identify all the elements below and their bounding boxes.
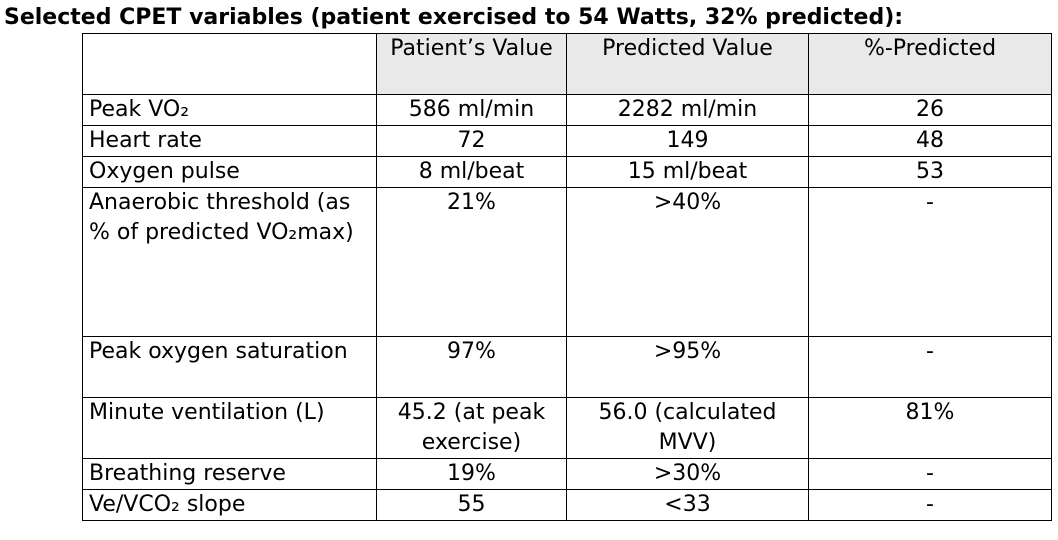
cell-patient: 586 ml/min [376,94,567,126]
cell-percent: - [808,187,1052,337]
table-row: Breathing reserve 19% >30% - [82,458,1052,490]
cell-predicted: 149 [566,125,809,157]
cell-patient: 19% [376,458,567,490]
row-label-minute-ventilation: Minute ventilation (L) [82,397,377,459]
cell-predicted: >40% [566,187,809,337]
row-label-oxygen-pulse: Oxygen pulse [82,156,377,188]
cell-patient: 8 ml/beat [376,156,567,188]
row-label-breathing-reserve: Breathing reserve [82,458,377,490]
cell-predicted: 56.0 (calculated MVV) [566,397,809,459]
table-row: Heart rate 72 149 48 [82,125,1052,157]
header-blank [82,33,377,95]
cell-patient: 97% [376,336,567,398]
cell-patient: 45.2 (at peak exercise) [376,397,567,459]
cell-predicted: >30% [566,458,809,490]
cell-patient: 21% [376,187,567,337]
row-label-peak-vo2: Peak VO₂ [82,94,377,126]
cell-percent: - [808,458,1052,490]
cell-patient: 55 [376,489,567,521]
table-row: Oxygen pulse 8 ml/beat 15 ml/beat 53 [82,156,1052,188]
table-row: Minute ventilation (L) 45.2 (at peak exe… [82,397,1052,459]
cell-patient: 72 [376,125,567,157]
row-label-heart-rate: Heart rate [82,125,377,157]
table-row: Peak oxygen saturation 97% >95% - [82,336,1052,398]
table-header-row: Patient’s Value Predicted Value %-Predic… [82,33,1052,95]
cell-percent: - [808,489,1052,521]
cell-percent: 26 [808,94,1052,126]
table-row: Peak VO₂ 586 ml/min 2282 ml/min 26 [82,94,1052,126]
row-label-anaerobic-threshold: Anaerobic threshold (as % of predicted V… [82,187,377,337]
cell-predicted: <33 [566,489,809,521]
cell-predicted: 15 ml/beat [566,156,809,188]
header-predicted-value: Predicted Value [566,33,809,95]
cell-predicted: >95% [566,336,809,398]
row-label-peak-oxygen-saturation: Peak oxygen saturation [82,336,377,398]
cell-percent: 48 [808,125,1052,157]
table-row: Anaerobic threshold (as % of predicted V… [82,187,1052,337]
cell-predicted: 2282 ml/min [566,94,809,126]
header-patient-value: Patient’s Value [376,33,567,95]
cell-percent: 53 [808,156,1052,188]
cpet-table: Patient’s Value Predicted Value %-Predic… [82,33,1052,521]
table-row: Ve/VCO₂ slope 55 <33 - [82,489,1052,521]
table-caption: Selected CPET variables (patient exercis… [4,5,904,30]
cell-percent: 81% [808,397,1052,459]
header-percent-predicted: %-Predicted [808,33,1052,95]
row-label-ve-vco2-slope: Ve/VCO₂ slope [82,489,377,521]
cell-percent: - [808,336,1052,398]
